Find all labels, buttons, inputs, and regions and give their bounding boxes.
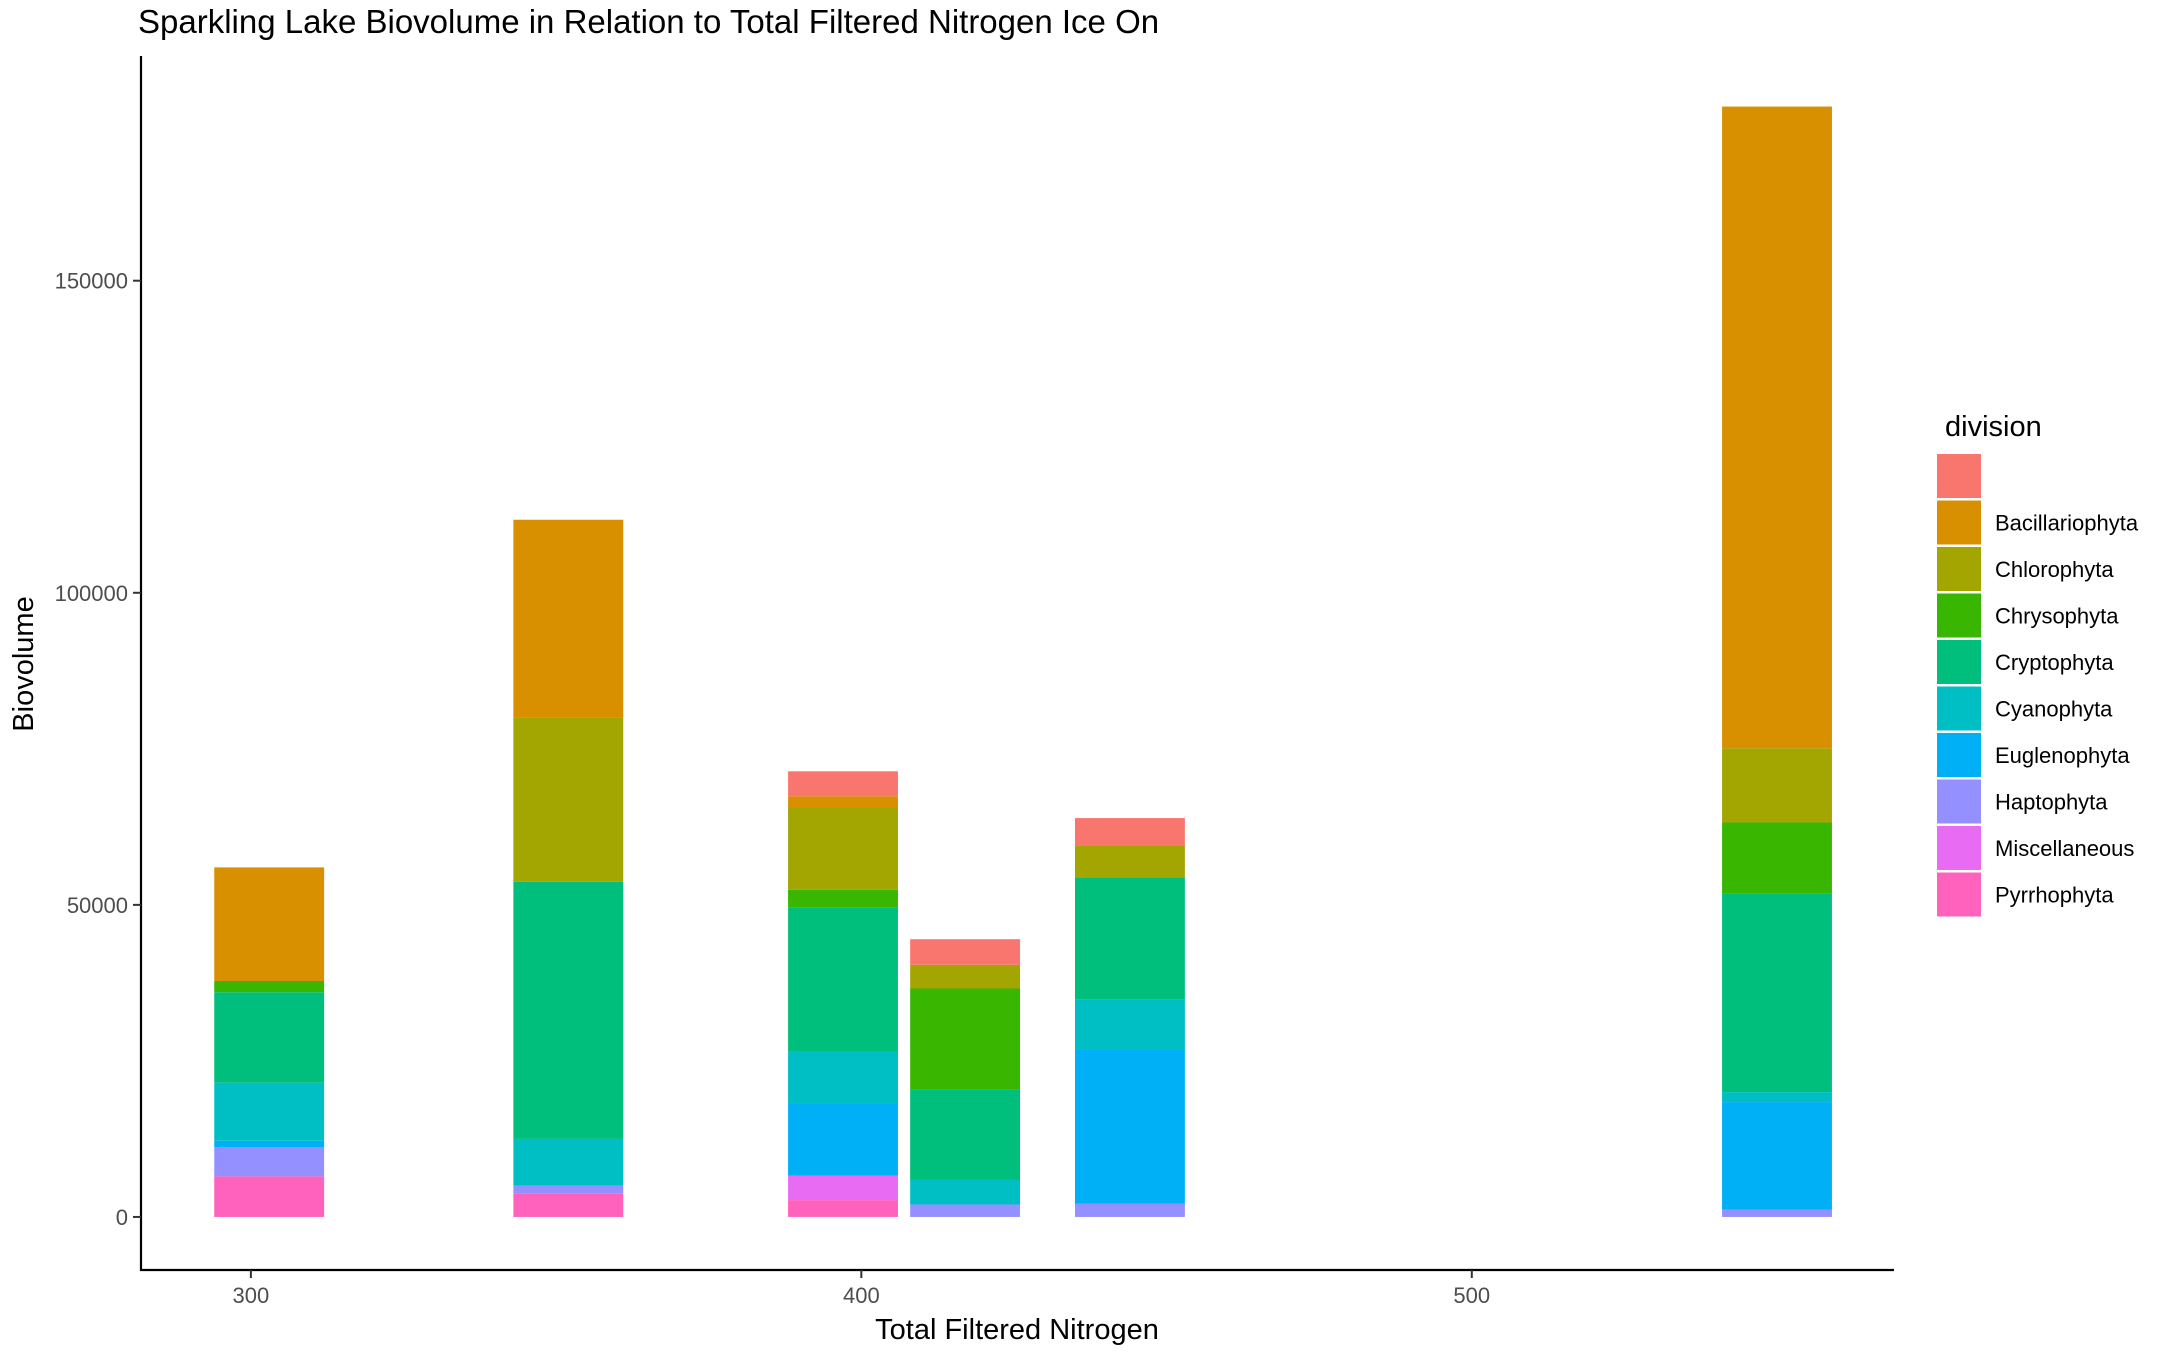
bar-segment-euglenophyta — [214, 1140, 325, 1148]
bar-segment-cryptophyta — [513, 881, 624, 1139]
legend-title: division — [1945, 411, 2042, 443]
legend-entry: Miscellaneous — [1937, 826, 2134, 870]
bar-segment-miscellaneous — [788, 1175, 898, 1201]
bar-segment-bacillariophyta — [214, 867, 325, 982]
legend-entries: Bacillariophyta Chlorophyta Chrysophyta Cry… — [1937, 454, 2139, 917]
bar-stack — [788, 771, 898, 1217]
legend-label: Miscellaneous — [1995, 836, 2134, 861]
legend-entry: Chlorophyta — [1937, 547, 2114, 591]
bar-segment-chlorophyta — [1074, 845, 1185, 878]
bar-segment-chlorophyta — [910, 964, 1021, 989]
legend-entry: Chrysophyta — [1937, 593, 2119, 638]
bar-segment-euglenophyta — [1722, 1102, 1832, 1210]
bar-stack — [1722, 106, 1832, 1217]
legend-key — [1937, 733, 1981, 777]
bar-segment-cyanophyta — [214, 1082, 325, 1141]
bar-segment-cryptophyta — [910, 1089, 1021, 1180]
y-ticks-layer: 0 50000 100000 150000 — [55, 269, 141, 1230]
bar-segment-haptophyta — [513, 1185, 624, 1194]
legend-entry — [1937, 454, 1981, 498]
legend-label: Cryptophyta — [1995, 650, 2114, 675]
legend-key — [1937, 872, 1981, 917]
x-tick-label: 400 — [843, 1283, 880, 1308]
bar-segment-chrysophyta — [910, 988, 1021, 1090]
bar-stack — [214, 867, 325, 1217]
bar-segment-bacillariophyta — [788, 796, 898, 808]
legend: division Bacillariophyta Chlorophyta Chrys… — [1937, 411, 2139, 917]
bar-segment-cyanophyta — [1074, 999, 1185, 1050]
legend-label: Bacillariophyta — [1995, 511, 2139, 536]
bar-segment-bacillariophyta — [1722, 106, 1832, 749]
bar-segment-haptophyta — [1722, 1209, 1832, 1217]
bar-segment-chlorophyta — [788, 807, 898, 890]
bar-segment-haptophyta — [910, 1204, 1021, 1217]
y-tick-label: 150000 — [55, 269, 128, 294]
bar-segment-chrysophyta — [788, 889, 898, 908]
bar-stack — [513, 519, 624, 1217]
y-tick-label: 0 — [116, 1205, 128, 1230]
bar-segment-chrysophyta — [214, 981, 325, 993]
bar-segment-cyanophyta — [513, 1138, 624, 1186]
bar-segment-cyanophyta — [910, 1179, 1021, 1205]
bar-segment-pyrrhophyta — [788, 1200, 898, 1217]
bar-segment-pyrrhophyta — [513, 1193, 624, 1217]
y-tick-label: 100000 — [55, 581, 128, 606]
bar-segment-euglenophyta — [788, 1103, 898, 1176]
legend-entry: Euglenophyta — [1937, 733, 2130, 777]
x-tick-label: 500 — [1453, 1283, 1490, 1308]
legend-entry: Haptophyta — [1937, 779, 2108, 824]
y-axis-title: Biovolume — [8, 596, 40, 731]
bar-segment-cryptophyta — [1074, 877, 1185, 1000]
bar-segment-cryptophyta — [1722, 893, 1832, 1093]
bar-segment-bacillariophyta — [513, 519, 624, 718]
legend-key — [1937, 640, 1981, 684]
bars-layer — [214, 106, 1832, 1217]
bar-segment-cyanophyta — [788, 1051, 898, 1104]
bar-segment-blank — [1074, 818, 1185, 846]
chart-title: Sparkling Lake Biovolume in Relation to … — [138, 3, 1159, 40]
legend-entry: Cryptophyta — [1937, 640, 2114, 684]
legend-key — [1937, 547, 1981, 591]
x-axis-title: Total Filtered Nitrogen — [875, 1314, 1159, 1346]
legend-label: Haptophyta — [1995, 790, 2108, 815]
x-tick-label: 300 — [233, 1283, 270, 1308]
bar-segment-haptophyta — [214, 1147, 325, 1177]
bar-segment-haptophyta — [1074, 1203, 1185, 1217]
bar-segment-chlorophyta — [513, 717, 624, 882]
legend-key — [1937, 826, 1981, 870]
legend-label: Chrysophyta — [1995, 604, 2119, 629]
legend-key — [1937, 500, 1981, 545]
bar-segment-cryptophyta — [788, 907, 898, 1052]
legend-key — [1937, 779, 1981, 824]
legend-entry: Cyanophyta — [1937, 686, 2113, 731]
legend-entry: Pyrrhophyta — [1937, 872, 2114, 917]
bar-segment-cryptophyta — [214, 992, 325, 1083]
legend-label: Euglenophyta — [1995, 743, 2130, 768]
bar-stack — [1074, 818, 1185, 1217]
bar-segment-chrysophyta — [1722, 822, 1832, 894]
x-ticks-layer: 300 400 500 — [233, 1270, 1490, 1308]
bar-segment-blank — [788, 771, 898, 797]
y-tick-label: 50000 — [67, 893, 128, 918]
bar-segment-blank — [910, 939, 1021, 965]
bar-segment-euglenophyta — [1074, 1049, 1185, 1204]
bar-segment-pyrrhophyta — [214, 1176, 325, 1217]
bar-stack — [910, 939, 1021, 1217]
legend-label: Chlorophyta — [1995, 557, 2114, 582]
legend-key — [1937, 686, 1981, 731]
bar-segment-cyanophyta — [1722, 1092, 1832, 1103]
legend-entry: Bacillariophyta — [1937, 500, 2139, 545]
legend-label: Cyanophyta — [1995, 697, 2113, 722]
bar-segment-chlorophyta — [1722, 748, 1832, 823]
legend-key — [1937, 593, 1981, 638]
legend-key — [1937, 454, 1981, 498]
legend-label: Pyrrhophyta — [1995, 883, 2114, 908]
